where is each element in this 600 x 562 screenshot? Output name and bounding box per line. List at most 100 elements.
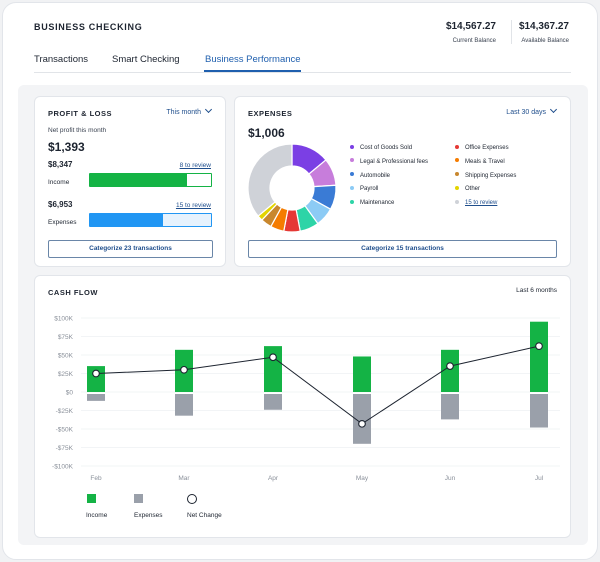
legend-label: Shipping Expenses xyxy=(465,172,517,179)
expense-legend-item: Office Expenses xyxy=(455,144,509,151)
cash-flow-range: Last 6 months xyxy=(516,287,557,294)
expenses-bar xyxy=(264,394,282,410)
legend-label: Cost of Goods Sold xyxy=(360,145,413,151)
legend-dot-icon xyxy=(350,172,354,177)
net-profit-label: Net profit this month xyxy=(48,127,107,134)
income-bar xyxy=(264,346,282,392)
chevron-down-icon xyxy=(204,105,213,114)
profit-loss-card: PROFIT & LOSS This month Net profit this… xyxy=(34,96,226,267)
x-tick-label: May xyxy=(356,475,369,482)
income-amount: $8,347 xyxy=(48,160,73,169)
expenses-donut-chart xyxy=(247,143,337,233)
donut-slice xyxy=(247,143,293,217)
tab-smart-checking[interactable]: Smart Checking xyxy=(112,54,180,65)
legend-dot-icon xyxy=(350,144,354,149)
legend-label: Payroll xyxy=(360,186,379,193)
expenses-review-link[interactable]: 15 to review xyxy=(175,202,211,209)
y-tick-label: $75K xyxy=(58,334,74,341)
y-tick-label: -$50K xyxy=(56,427,74,434)
expense-legend-item[interactable]: 15 to review xyxy=(455,199,498,207)
expenses-period-dropdown[interactable]: Last 30 days xyxy=(506,105,558,116)
balance-divider xyxy=(511,20,512,44)
cash-flow-title: CASH FLOW xyxy=(48,288,98,297)
legend-dot-icon xyxy=(350,158,354,163)
net-change-point xyxy=(180,365,188,374)
legend-dot-icon xyxy=(455,199,459,204)
net-profit-value: $1,393 xyxy=(48,140,85,154)
income-bar xyxy=(530,321,548,392)
income-label: Income xyxy=(48,179,70,186)
net-change-point xyxy=(358,419,366,428)
legend-dot-icon xyxy=(455,172,459,177)
legend-dot-icon xyxy=(455,185,459,190)
categorize-expenses-button[interactable]: Categorize 15 transactions xyxy=(248,240,557,258)
net-change-legend-label: Net Change xyxy=(187,512,222,519)
expense-legend-item: Payroll xyxy=(350,185,379,193)
legend-label: Automobile xyxy=(360,172,391,179)
available-balance-label: Available Balance xyxy=(521,38,569,44)
period-label: Last 30 days xyxy=(506,109,546,116)
expenses-bar xyxy=(89,213,212,227)
y-tick-label: $25K xyxy=(58,371,74,378)
legend-label: Meals & Travel xyxy=(465,158,505,165)
y-tick-label: $50K xyxy=(58,353,74,360)
expenses-total: $1,006 xyxy=(248,126,285,140)
expenses-title: EXPENSES xyxy=(248,109,293,118)
expenses-bar-fill xyxy=(90,214,163,226)
expense-legend-item: Cost of Goods Sold xyxy=(350,144,413,151)
net-change-point xyxy=(535,342,543,350)
legend-label: Legal & Professional fees xyxy=(360,158,429,165)
income-bar xyxy=(353,356,371,392)
legend-dot-icon xyxy=(455,158,459,163)
y-tick-label: $0 xyxy=(66,390,74,397)
available-balance-amount: $14,367.27 xyxy=(518,21,569,32)
legend-label: Other xyxy=(465,186,481,193)
expense-legend-item: Other xyxy=(455,185,481,193)
y-tick-label: -$75K xyxy=(56,445,74,452)
profit-loss-title: PROFIT & LOSS xyxy=(48,109,113,118)
legend-label: Office Expenses xyxy=(465,145,509,151)
profit-loss-period-dropdown[interactable]: This month xyxy=(166,105,213,116)
legend-label: Maintenance xyxy=(360,200,395,207)
expense-legend-item: Meals & Travel xyxy=(455,158,505,165)
expenses-legend-label: Expenses xyxy=(134,512,163,519)
expenses-bar xyxy=(175,394,193,416)
income-legend-label: Income xyxy=(86,512,108,519)
tab-business-performance[interactable]: Business Performance xyxy=(205,54,301,65)
expenses-bar xyxy=(441,394,459,420)
dashboard-area: PROFIT & LOSS This month Net profit this… xyxy=(18,85,588,545)
income-bar xyxy=(87,366,105,392)
income-bar-fill xyxy=(90,174,187,186)
x-tick-label: Jul xyxy=(535,475,544,482)
expenses-bar xyxy=(530,394,548,428)
expenses-label: Expenses xyxy=(48,219,77,226)
review-link[interactable]: 15 to review xyxy=(465,200,498,207)
expenses-bar xyxy=(87,394,105,401)
chevron-down-icon xyxy=(549,105,558,114)
x-tick-label: Apr xyxy=(268,475,279,482)
income-swatch xyxy=(87,494,96,503)
y-tick-label: $100K xyxy=(54,316,73,323)
tab-bar: Transactions Smart Checking Business Per… xyxy=(34,54,571,73)
expenses-amount: $6,953 xyxy=(48,200,73,209)
current-balance-label: Current Balance xyxy=(452,38,496,44)
current-balance-amount: $14,567.27 xyxy=(445,21,496,32)
legend-dot-icon xyxy=(350,185,354,190)
net-change-point xyxy=(92,369,100,378)
net-change-swatch xyxy=(187,494,197,504)
x-tick-label: Mar xyxy=(178,475,190,482)
available-balance: $14,367.27 Available Balance xyxy=(519,21,569,44)
expenses-card: EXPENSES Last 30 days $1,006 Cost of Goo… xyxy=(234,96,571,267)
expense-legend-item: Legal & Professional fees xyxy=(350,158,429,165)
income-review-link[interactable]: 8 to review xyxy=(179,162,211,169)
categorize-transactions-button[interactable]: Categorize 23 transactions xyxy=(48,240,213,258)
expense-legend-item: Shipping Expenses xyxy=(455,172,517,179)
tab-transactions[interactable]: Transactions xyxy=(34,54,89,65)
current-balance: $14,567.27 Current Balance xyxy=(446,21,496,44)
y-tick-label: -$25K xyxy=(56,408,74,415)
net-change-line xyxy=(95,345,540,425)
cash-flow-chart: $100K $75K $50K $25K $0 -$25K -$50K -$75K -$100K… xyxy=(52,316,560,482)
net-change-point xyxy=(269,353,277,362)
cash-flow-card: CASH FLOW Last 6 months $100K $75K $50K $25… xyxy=(34,275,571,538)
